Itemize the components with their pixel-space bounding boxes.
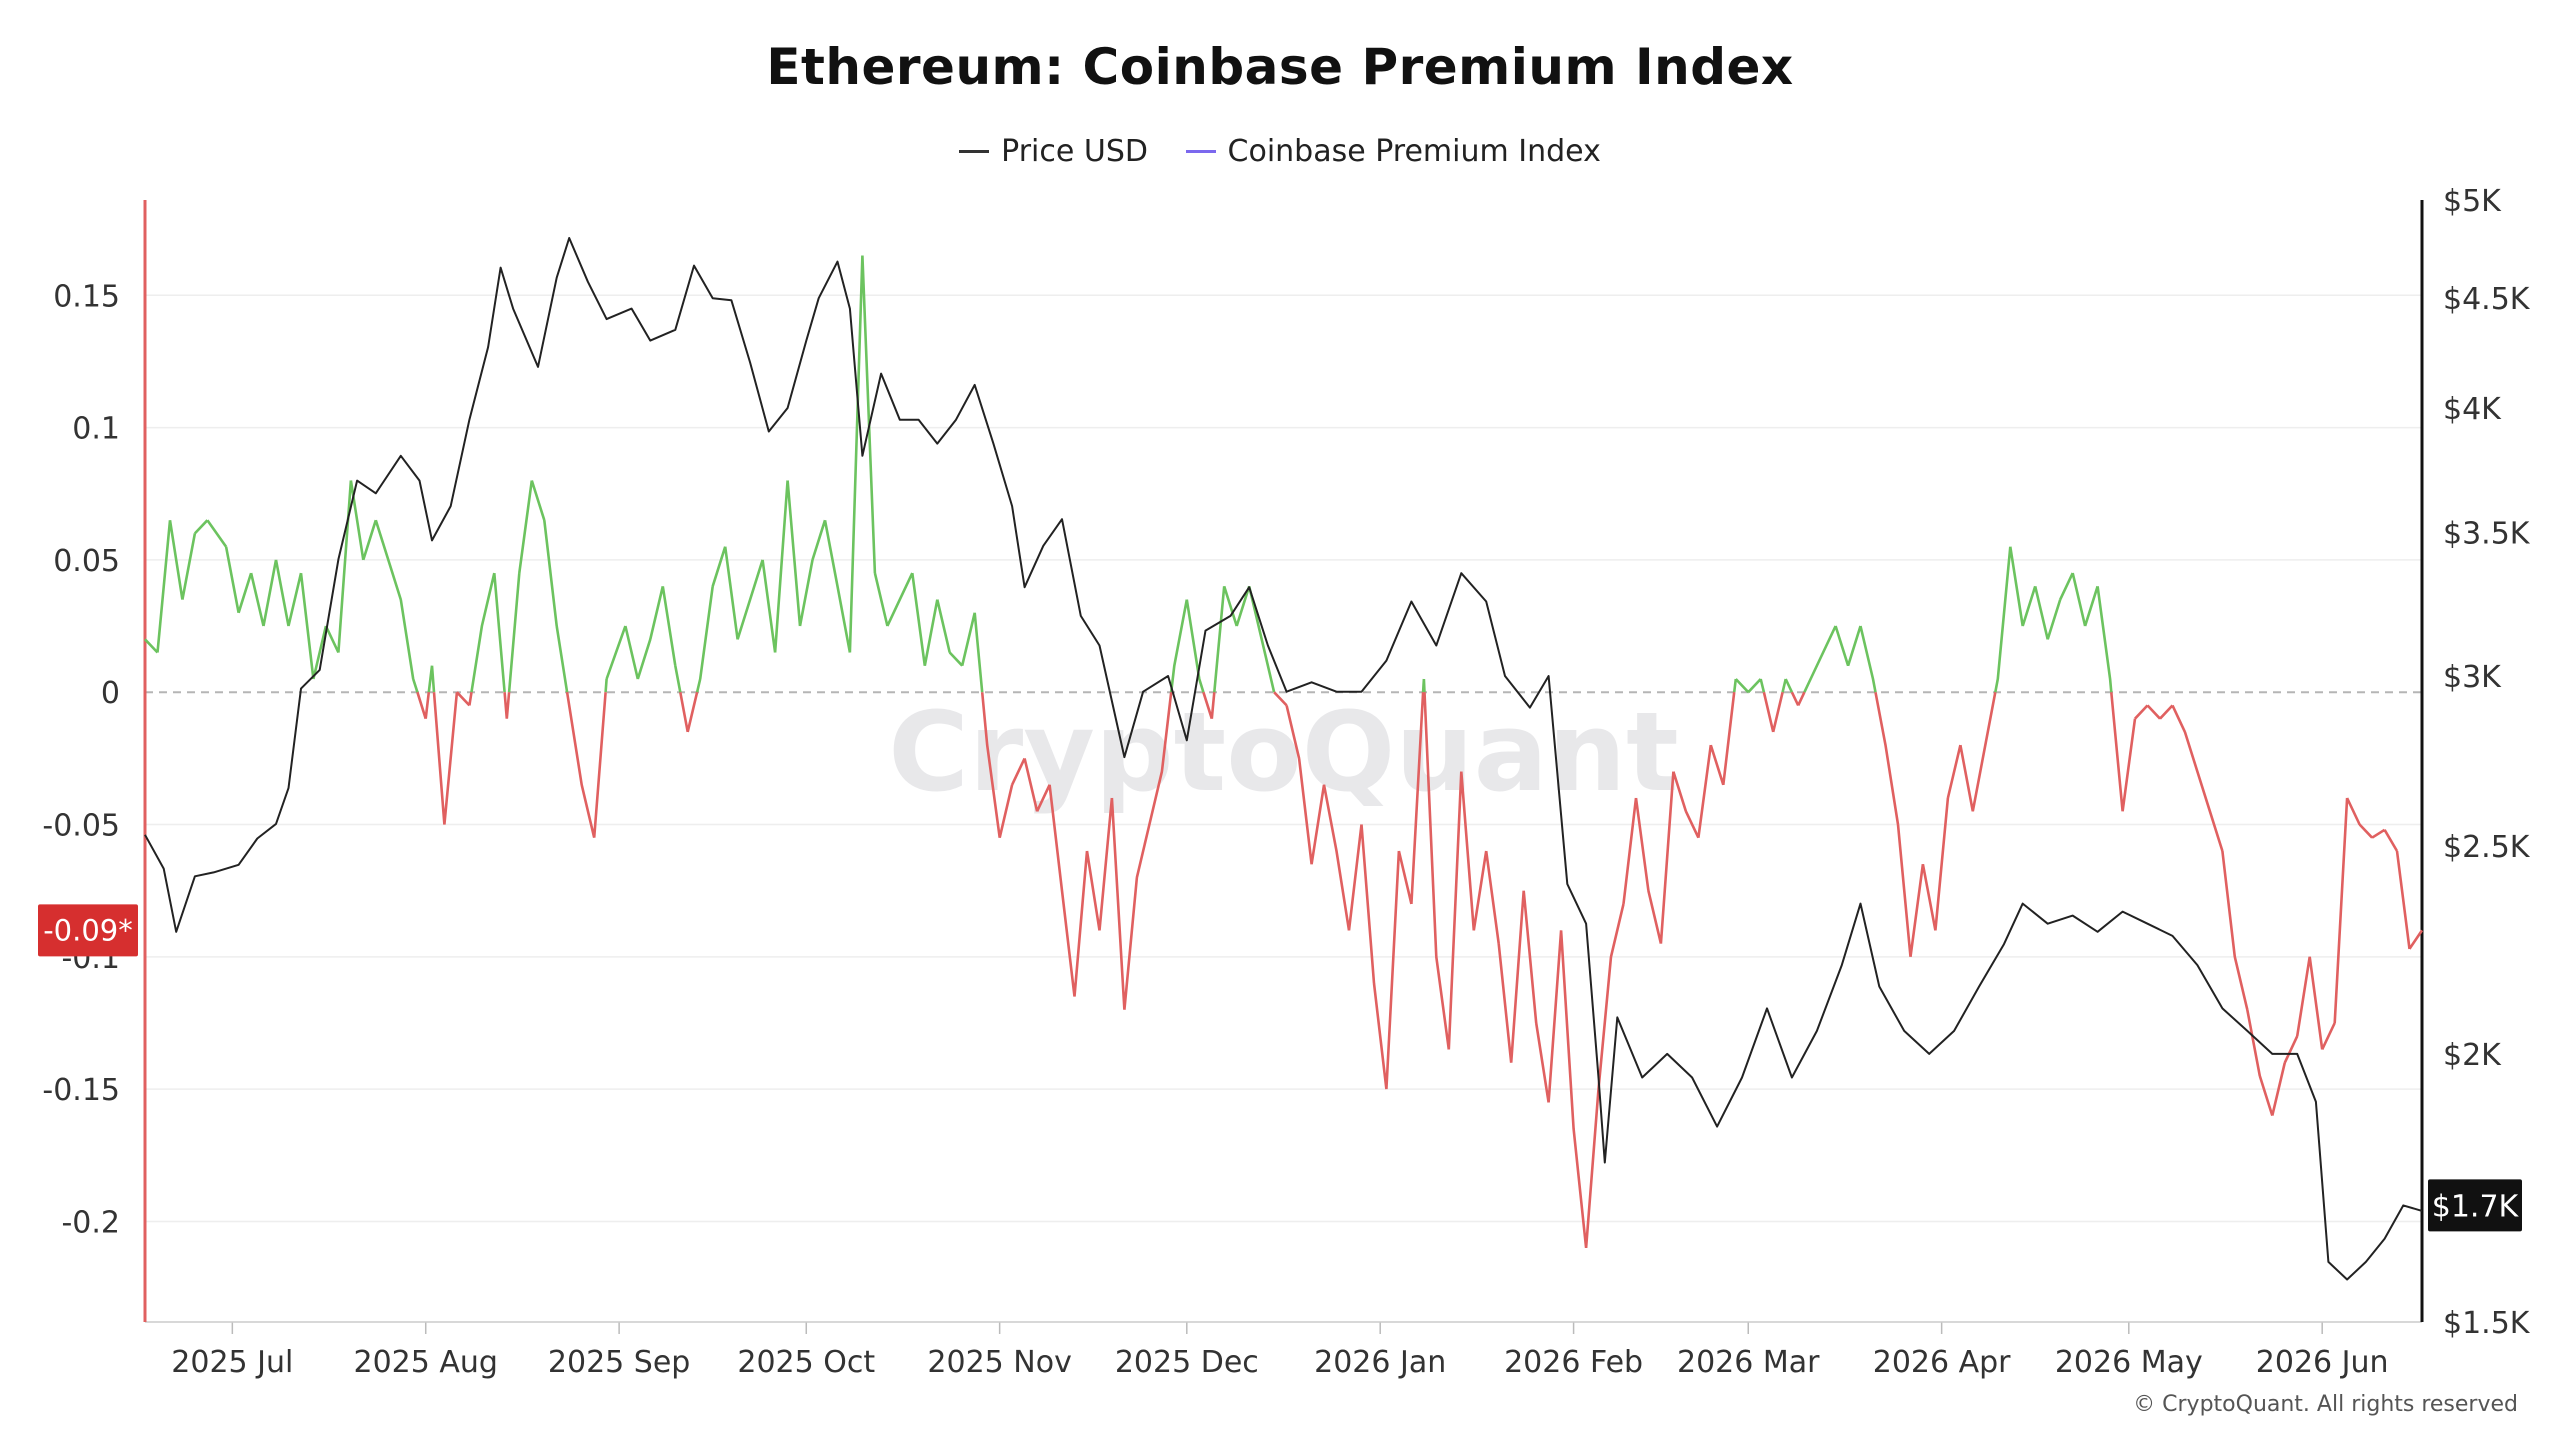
x-tick-label: 2025 Sep xyxy=(548,1345,690,1380)
x-tick-label: 2025 Aug xyxy=(353,1345,497,1380)
price-current-badge xyxy=(2428,1179,2522,1232)
left-tick-label: 0.15 xyxy=(53,279,120,314)
x-tick-label: 2025 Nov xyxy=(927,1345,1071,1380)
x-tick-label: 2026 Jun xyxy=(2256,1345,2389,1380)
x-tick-label: 2026 May xyxy=(2055,1345,2203,1380)
legend-item-premium[interactable]: Coinbase Premium Index xyxy=(1185,134,1601,169)
right-tick-label: $2K xyxy=(2443,1038,2502,1073)
legend-label-premium: Coinbase Premium Index xyxy=(1227,134,1601,169)
right-tick-label: $4K xyxy=(2443,392,2502,427)
right-tick-label: $4.5K xyxy=(2443,282,2531,317)
x-tick-label: 2026 Apr xyxy=(1873,1345,2011,1380)
left-tick-label: 0.05 xyxy=(53,544,120,579)
left-tick-label: -0.15 xyxy=(42,1073,120,1108)
x-tick-label: 2026 Feb xyxy=(1504,1345,1643,1380)
legend-item-price[interactable]: Price USD xyxy=(959,134,1148,169)
left-tick-label: -0.05 xyxy=(42,809,120,844)
x-tick-label: 2025 Dec xyxy=(1115,1345,1259,1380)
price-series-line xyxy=(144,237,2423,1281)
premium-current-label: -0.09* xyxy=(43,913,133,947)
x-tick-label: 2025 Oct xyxy=(737,1345,875,1380)
right-tick-label: $3.5K xyxy=(2443,516,2531,551)
left-tick-label: 0.1 xyxy=(72,412,120,447)
premium-current-badge xyxy=(38,904,138,957)
chart-legend: Price USD Coinbase Premium Index xyxy=(0,126,2560,169)
legend-swatch-premium xyxy=(1185,150,1216,153)
premium-series-negative xyxy=(416,691,2424,1249)
right-tick-label: $5K xyxy=(2443,184,2502,219)
left-tick-label: -0.2 xyxy=(61,1205,120,1240)
chart-title: Ethereum: Coinbase Premium Index xyxy=(766,38,1794,96)
legend-swatch-price xyxy=(959,150,990,153)
price-current-label: $1.7K xyxy=(2432,1189,2520,1224)
premium-series-positive xyxy=(144,255,2113,694)
x-tick-label: 2026 Mar xyxy=(1677,1345,1820,1380)
x-tick-label: 2026 Jan xyxy=(1314,1345,1446,1380)
copyright-notice: © CryptoQuant. All rights reserved xyxy=(2133,1392,2518,1417)
right-tick-label: $1.5K xyxy=(2443,1306,2531,1341)
right-tick-label: $2.5K xyxy=(2443,830,2531,865)
legend-label-price: Price USD xyxy=(1001,134,1148,169)
left-tick-label: 0 xyxy=(101,676,120,711)
x-tick-label: 2025 Jul xyxy=(171,1345,293,1380)
right-tick-label: $3K xyxy=(2443,660,2502,695)
watermark-text: CryptoQuant xyxy=(888,688,1679,816)
